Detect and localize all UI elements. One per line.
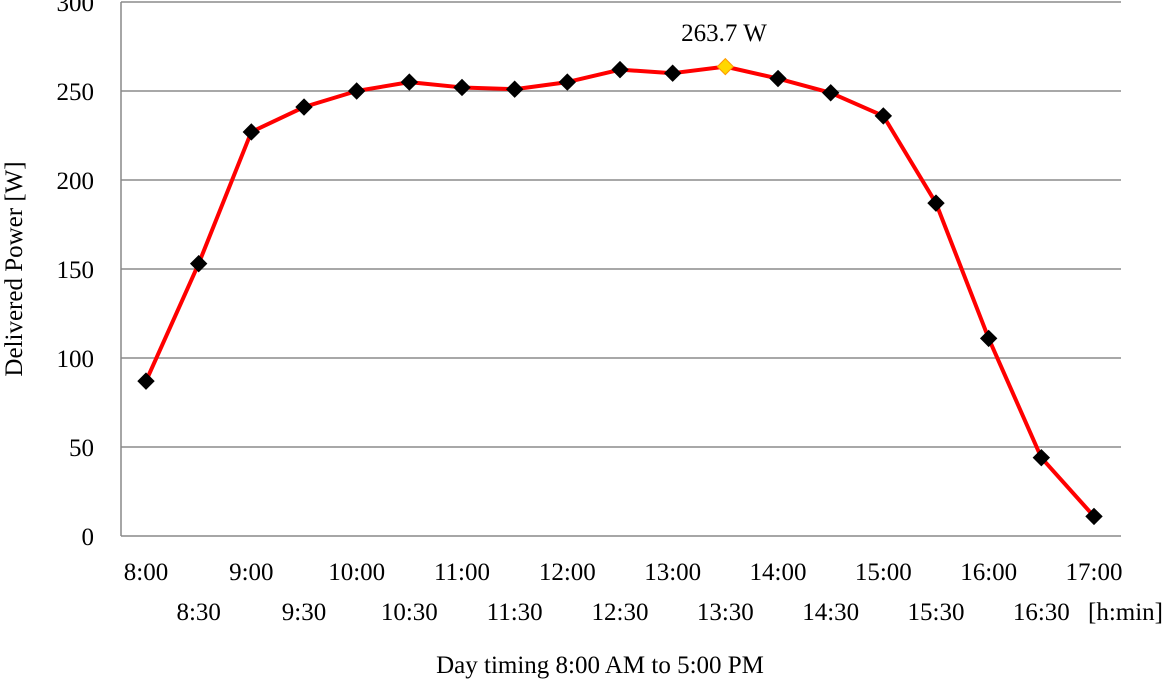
x-unit-label: [h:min] (1088, 599, 1163, 626)
data-point-9-00 (242, 123, 261, 141)
x-tick-label-12-00: 12:00 (539, 559, 596, 586)
y-tick-label-150: 150 (57, 257, 95, 284)
series-layer (144, 64, 1096, 519)
x-tick-label-11-30: 11:30 (487, 599, 543, 626)
x-tick-label-9-30: 9:30 (282, 599, 326, 626)
annotation-label: 263.7 W (681, 20, 767, 47)
data-point-12-00 (558, 73, 577, 91)
x-tick-label-13-30: 13:30 (697, 599, 754, 626)
y-tick-label-200: 200 (57, 168, 95, 195)
marker-layer (137, 57, 1103, 526)
x-axis-title: Day timing 8:00 AM to 5:00 PM (436, 652, 764, 679)
data-point-12-30 (611, 60, 629, 79)
data-point-9-30 (295, 98, 313, 116)
data-point-16-00 (979, 329, 998, 348)
y-tick-label-250: 250 (57, 79, 95, 106)
data-point-17-00 (1085, 507, 1103, 526)
data-point-14-30 (821, 84, 840, 102)
y-tick-label-100: 100 (57, 346, 95, 373)
y-tick-labels: 0 50 100 150 200 250 300 (57, 0, 95, 551)
data-point-15-00 (874, 107, 893, 125)
x-tick-label-12-30: 12:30 (592, 599, 649, 626)
data-point-14-00 (769, 69, 787, 88)
data-point-8-00 (137, 372, 155, 390)
axes-layer (120, 2, 1121, 537)
x-tick-label-15-30: 15:30 (908, 599, 965, 626)
data-point-16-30 (1032, 448, 1051, 467)
x-tick-label-11-00: 11:00 (434, 559, 490, 586)
data-point-11-30 (505, 80, 524, 98)
x-tick-label-14-30: 14:30 (802, 599, 859, 626)
data-point-15-30 (927, 194, 945, 212)
data-point-13-30 (716, 57, 735, 76)
y-tick-label-0: 0 (82, 524, 95, 551)
data-point-11-00 (453, 78, 471, 97)
data-point-10-00 (347, 82, 366, 100)
x-tick-label-13-00: 13:00 (644, 559, 701, 586)
x-tick-label-17-00: 17:00 (1066, 559, 1123, 586)
series-line-0 (144, 64, 1096, 519)
x-tick-label-15-00: 15:00 (855, 559, 912, 586)
x-tick-label-8-00: 8:00 (124, 559, 168, 586)
data-point-8-30 (189, 254, 208, 273)
x-tick-label-8-30: 8:30 (176, 599, 220, 626)
x-tick-label-10-00: 10:00 (328, 559, 385, 586)
y-tick-label-50: 50 (69, 435, 94, 462)
y-tick-label-300: 300 (57, 0, 95, 17)
x-tick-label-14-00: 14:00 (750, 559, 807, 586)
grid-layer (121, 1, 1121, 448)
data-point-10-30 (400, 73, 419, 91)
x-tick-label-16-00: 16:00 (960, 559, 1017, 586)
x-tick-label-10-30: 10:30 (381, 599, 438, 626)
x-tick-label-16-30: 16:30 (1013, 599, 1070, 626)
x-tick-label-9-00: 9:00 (229, 559, 273, 586)
data-point-13-00 (663, 64, 682, 82)
y-axis-title: Delivered Power [W] (1, 161, 28, 376)
